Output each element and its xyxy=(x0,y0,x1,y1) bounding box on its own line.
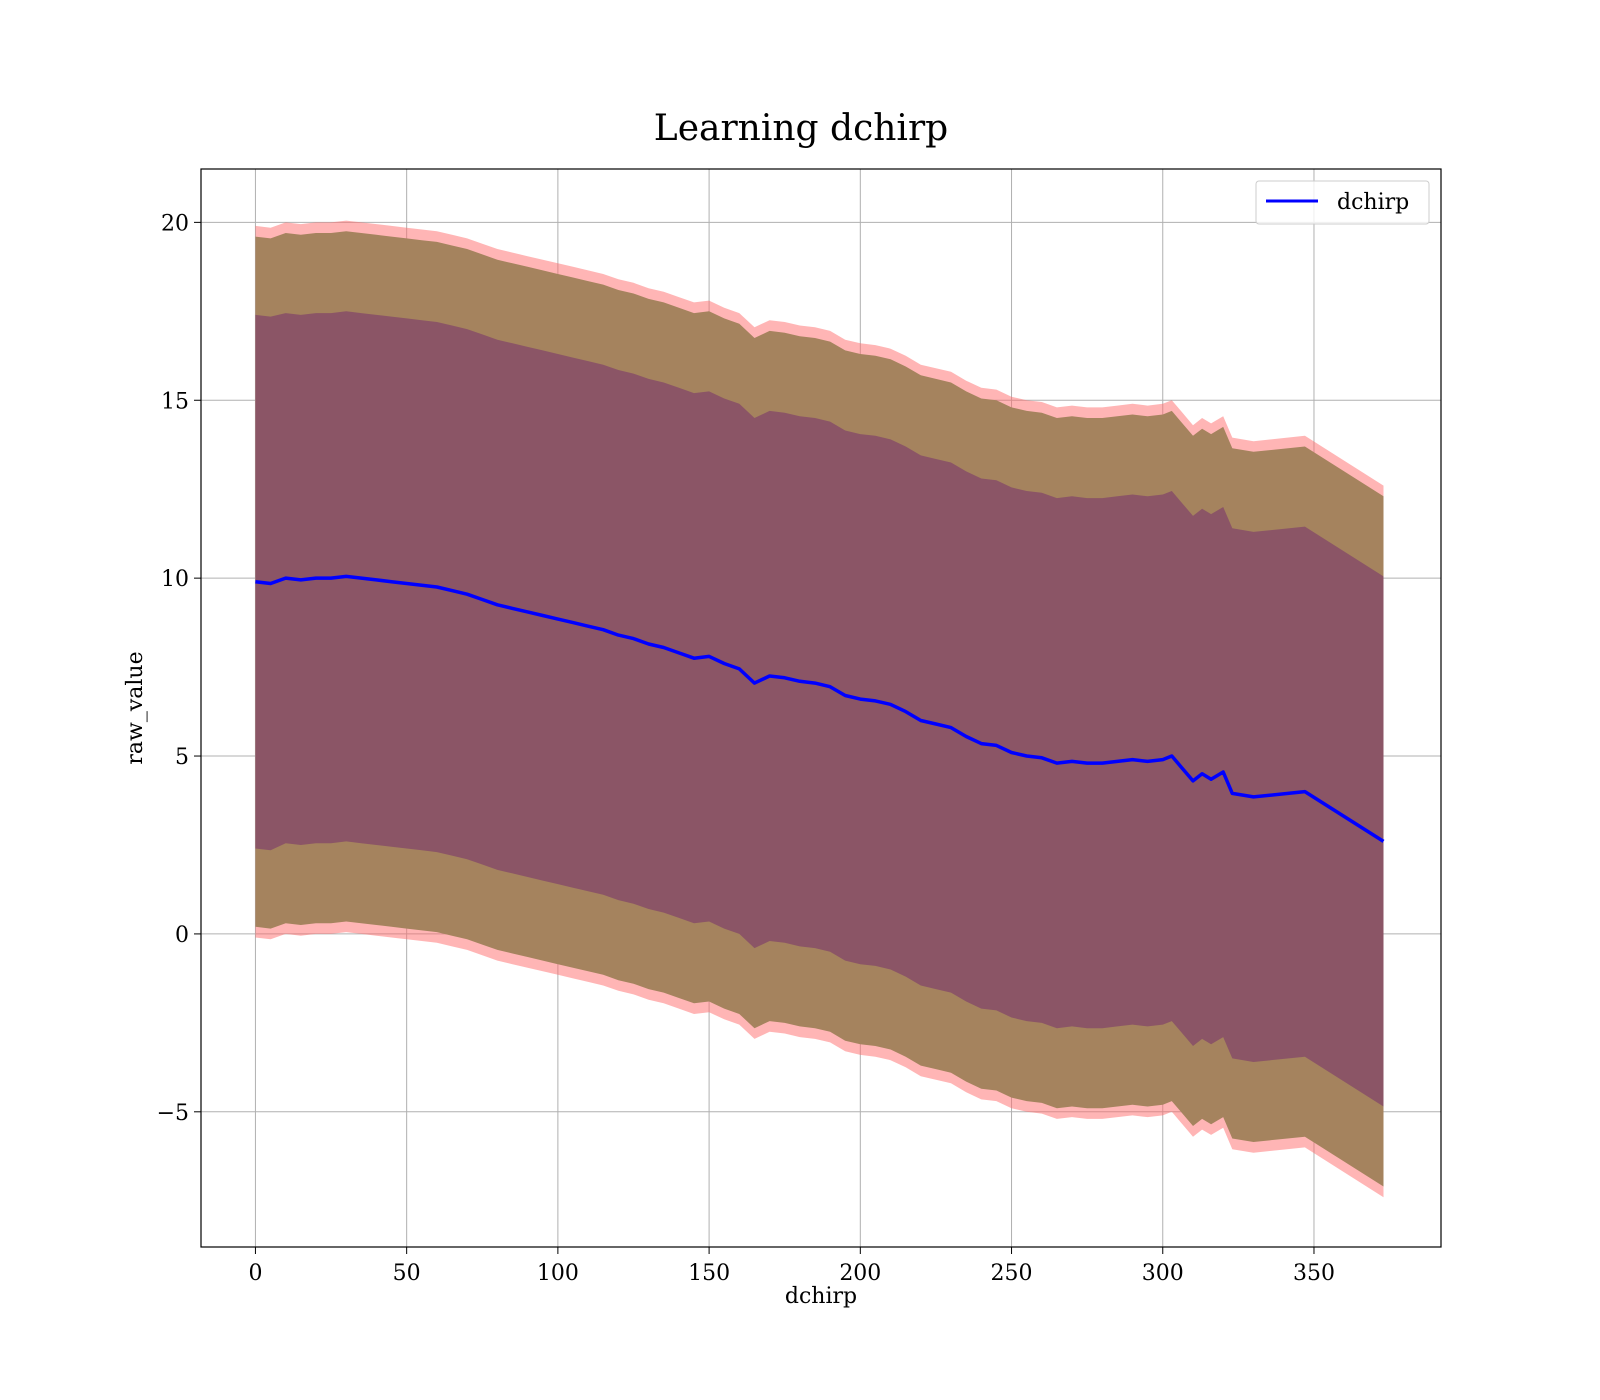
series-lines xyxy=(255,574,1385,843)
x-axis-ticks: 0 50 100 150 200 250 300 350 xyxy=(248,1247,1335,1286)
y-tick-label: 20 xyxy=(161,211,189,236)
x-axis-label: dchirp xyxy=(785,1284,857,1309)
legend: dchirp xyxy=(1255,180,1430,225)
x-tick-label: 0 xyxy=(248,1261,262,1286)
x-tick-label: 250 xyxy=(991,1261,1033,1286)
x-tick-label: 50 xyxy=(393,1261,421,1286)
plot-frame xyxy=(200,168,1442,1248)
y-tick-label: 0 xyxy=(175,923,189,948)
x-tick-label: 150 xyxy=(688,1261,730,1286)
legend-entry-dchirp: dchirp xyxy=(1337,190,1409,215)
chart-title: Learning dchirp xyxy=(654,108,948,149)
y-axis-label: raw_value xyxy=(123,651,148,764)
y-tick-label: 5 xyxy=(175,745,189,770)
y-axis-ticks: −5 0 5 10 15 20 xyxy=(157,211,201,1126)
band-1-sigma xyxy=(255,311,1384,1107)
series-line-dchirp xyxy=(255,574,1385,843)
x-tick-label: 300 xyxy=(1142,1261,1184,1286)
x-tick-label: 350 xyxy=(1293,1261,1335,1286)
y-tick-label: 15 xyxy=(161,389,189,414)
x-tick-label: 200 xyxy=(839,1261,881,1286)
y-tick-label: −5 xyxy=(157,1101,189,1126)
legend-box xyxy=(1255,180,1430,225)
uncertainty-bands xyxy=(255,220,1384,1198)
x-tick-label: 100 xyxy=(537,1261,579,1286)
y-tick-label: 10 xyxy=(161,567,189,592)
